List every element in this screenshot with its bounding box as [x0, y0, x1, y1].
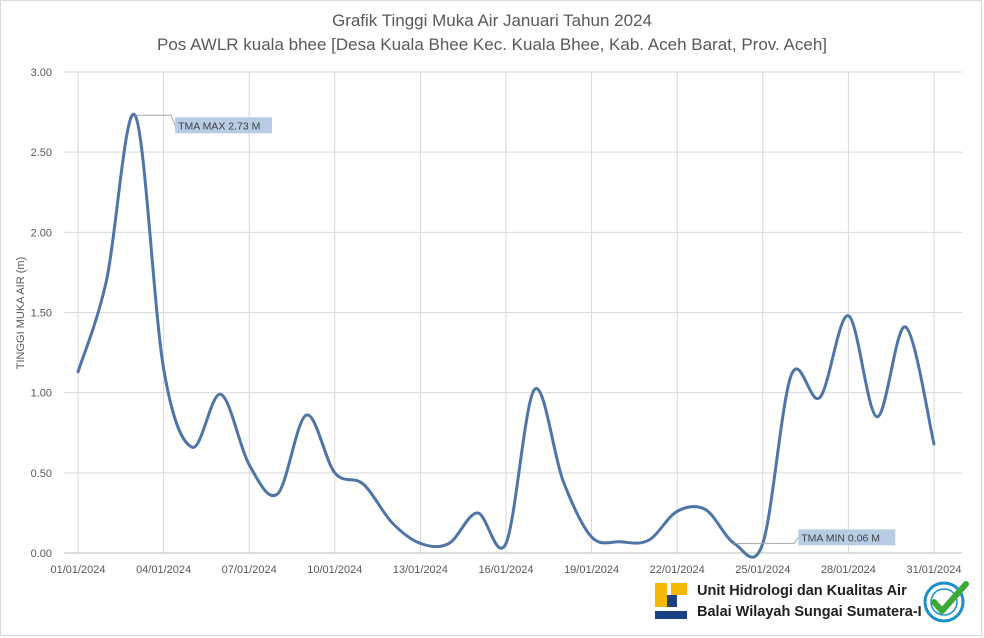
x-tick-label: 28/01/2024 [821, 564, 876, 576]
data-point [219, 393, 222, 396]
data-point [476, 511, 479, 514]
x-tick-label: 13/01/2024 [393, 564, 448, 576]
y-axis-label: TINGGI MUKA AIR (m) [15, 257, 27, 369]
data-point [77, 370, 80, 373]
data-point [875, 415, 878, 418]
y-tick-label: 2.00 [31, 227, 52, 239]
x-tick-label: 10/01/2024 [307, 564, 362, 576]
x-tick-label: 07/01/2024 [222, 564, 277, 576]
data-point [933, 442, 936, 445]
annotation-label: TMA MAX 2.73 M [178, 120, 260, 132]
data-point [590, 535, 593, 538]
data-point [704, 508, 707, 511]
x-tick-label: 22/01/2024 [650, 564, 705, 576]
data-point [248, 463, 251, 466]
data-point [847, 314, 850, 317]
data-point [333, 471, 336, 474]
data-point [105, 279, 108, 282]
annotation-label: TMA MIN 0.06 M [801, 532, 880, 544]
y-tick-label: 2.50 [31, 147, 52, 159]
data-point [562, 479, 565, 482]
y-tick-label: 0.50 [31, 468, 52, 480]
y-tick-labels: 0.00 0.50 1.00 1.50 2.00 2.50 3.00 [31, 67, 52, 560]
data-point [619, 540, 622, 543]
grid-lines [64, 71, 962, 554]
data-point [162, 367, 165, 370]
x-tick-label: 16/01/2024 [478, 564, 533, 576]
x-tick-labels: 01/01/2024 04/01/2024 07/01/2024 10/01/2024… [50, 564, 961, 576]
footer-unit-name: Unit Hidrologi dan Kualitas Air [697, 583, 907, 599]
data-point [362, 483, 365, 486]
y-tick-label: 0.00 [31, 548, 52, 560]
line-chart: 0.000.501.001.502.002.503.00 01/01/2024 0… [15, 67, 962, 576]
iso-certified-icon [923, 581, 969, 623]
annotation-box [798, 529, 896, 546]
data-point [790, 374, 793, 377]
annotation-leader [135, 114, 176, 126]
data-point [533, 388, 536, 391]
data-point [647, 539, 650, 542]
data-point [390, 521, 393, 524]
x-tick-label: 01/01/2024 [50, 564, 105, 576]
y-tick-label: 1.00 [31, 388, 52, 400]
data-point [818, 396, 821, 399]
chart-subtitle: Pos AWLR kuala bhee [Desa Kuala Bhee Kec… [156, 35, 828, 54]
y-tick-label: 1.50 [31, 308, 52, 320]
data-point [447, 542, 450, 545]
data-point [676, 510, 679, 513]
data-point [276, 492, 279, 495]
x-tick-label: 31/01/2024 [906, 564, 961, 576]
y-tick-label: 3.00 [31, 67, 52, 79]
data-point [419, 542, 422, 545]
x-tick-label: 04/01/2024 [136, 564, 191, 576]
annotations: TMA MAX 2.73 M TMA MIN 0.06 M [135, 114, 896, 546]
chart-title: Grafik Tinggi Muka Air Januari Tahun 202… [331, 11, 653, 30]
pupr-logo [653, 581, 689, 621]
series-line [76, 112, 936, 559]
data-point [305, 414, 308, 417]
data-point [191, 446, 194, 449]
data-point [505, 542, 508, 545]
x-tick-label: 25/01/2024 [735, 564, 790, 576]
series-group [76, 112, 936, 559]
footer-agency-name: Balai Wilayah Sungai Sumatera-I [697, 604, 922, 620]
annotation-box [175, 117, 273, 134]
annotation-leader [734, 537, 799, 544]
x-tick-label: 19/01/2024 [564, 564, 619, 576]
data-point [904, 325, 907, 328]
